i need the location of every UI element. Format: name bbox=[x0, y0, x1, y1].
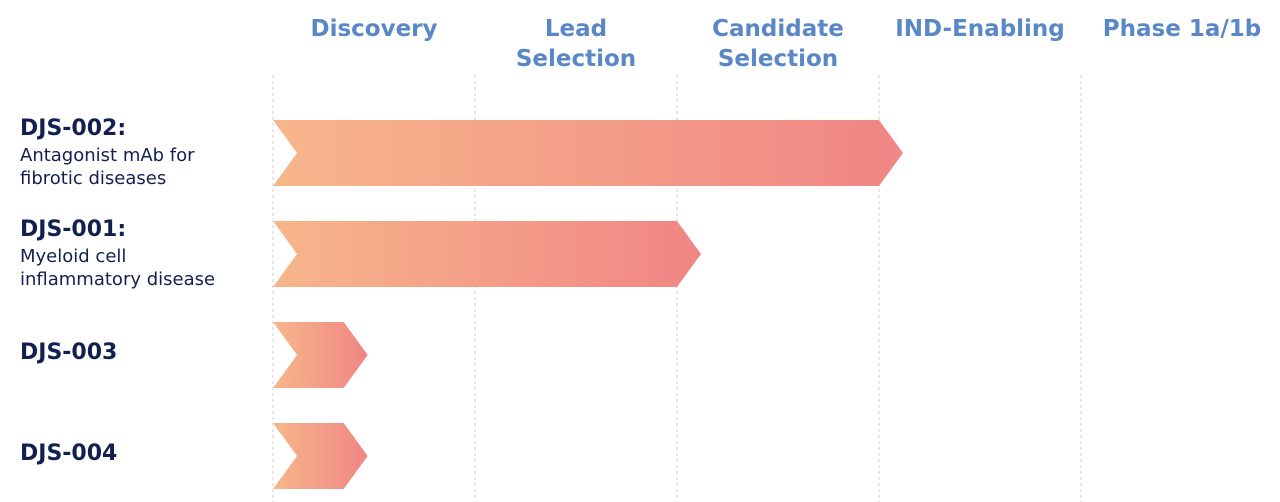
stage-header: Phase 1a/1b bbox=[1102, 16, 1262, 42]
stage-header: IND-Enabling bbox=[895, 16, 1065, 42]
program-description: Myeloid cell inflammatory disease bbox=[20, 246, 216, 290]
program-name: DJS-004 bbox=[20, 441, 118, 466]
program-name: DJS-002: bbox=[20, 116, 127, 141]
progress-arrow bbox=[273, 322, 368, 388]
program-name: DJS-001: bbox=[20, 217, 127, 242]
stage-header: Lead Selection bbox=[515, 16, 637, 72]
program-name: DJS-003 bbox=[20, 340, 118, 365]
stage-header: Discovery bbox=[310, 16, 438, 42]
progress-arrow bbox=[273, 120, 903, 186]
progress-arrow bbox=[273, 221, 701, 287]
program-description: Antagonist mAb for fibrotic diseases bbox=[20, 145, 195, 189]
progress-arrow bbox=[273, 423, 368, 489]
stage-header: Candidate Selection bbox=[712, 16, 844, 72]
